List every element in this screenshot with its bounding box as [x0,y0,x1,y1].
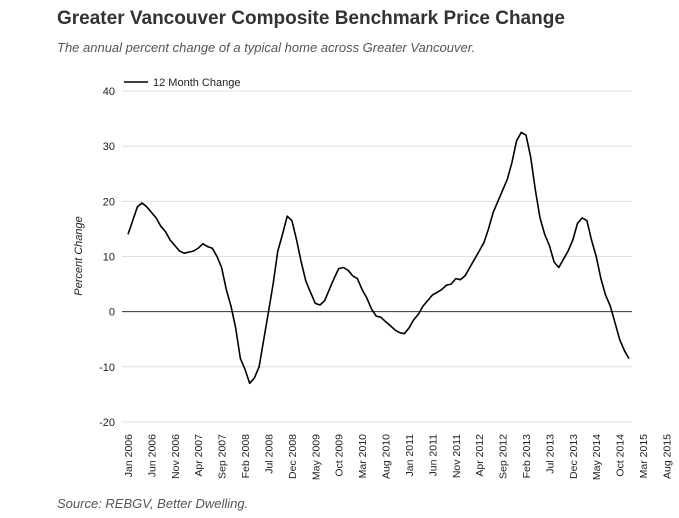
x-tick-label: Apr 2012 [474,434,486,477]
y-tick-label: 20 [103,196,115,208]
y-tick-label: 0 [109,307,115,319]
grid-layer [122,90,632,423]
x-tick-label: Nov 2011 [451,434,463,478]
y-tick-label: 30 [103,141,115,153]
x-tick-label: Jan 2006 [123,434,135,477]
x-tick-label: May 2009 [310,434,322,480]
x-tick-label: Feb 2008 [240,434,252,479]
x-tick-label: Apr 2007 [193,434,205,477]
x-tick-label: Oct 2014 [615,434,627,477]
x-tick-label: Sep 2012 [498,434,510,479]
x-tick-label: Jul 2008 [264,434,276,474]
x-tick-label: Nov 2006 [170,434,182,479]
x-tick-label: Oct 2009 [334,434,346,477]
x-tick-label: Jun 2011 [427,434,439,477]
y-tick-labels: 40 30 20 10 0 -10 -20 [99,86,115,429]
x-tick-label: Sep 2007 [217,434,229,479]
x-tick-labels: Jan 2006 Jun 2006 Nov 2006 Apr 2007 Sep 2007… [123,434,674,480]
y-axis-label: Percent Change [73,216,85,296]
chart-subtitle: The annual percent change of a typical h… [57,40,476,55]
x-tick-label: Dec 2013 [568,434,580,479]
chart-title: Greater Vancouver Composite Benchmark Pr… [57,8,565,29]
legend: 12 Month Change [124,77,240,89]
x-tick-label: Mar 2015 [638,434,650,479]
x-tick-label: Jun 2006 [146,434,158,477]
x-tick-label: Aug 2015 [662,434,674,479]
x-tick-label: May 2014 [591,434,603,480]
x-tick-label: Dec 2008 [287,434,299,479]
x-tick-label: Aug 2010 [381,434,393,479]
y-tick-label: -10 [99,362,115,374]
y-tick-label: 10 [103,252,115,264]
series-line-12-month-change [127,131,630,385]
x-tick-label: Mar 2010 [357,434,369,479]
x-tick-label: Jul 2013 [544,434,556,474]
source-note: Source: REBGV, Better Dwelling. [57,496,249,511]
y-tick-label: 40 [103,86,115,98]
y-tick-label: -20 [99,417,115,429]
x-tick-label: Feb 2013 [521,434,533,479]
legend-label: 12 Month Change [153,77,240,89]
x-tick-label: Jan 2011 [404,434,416,477]
